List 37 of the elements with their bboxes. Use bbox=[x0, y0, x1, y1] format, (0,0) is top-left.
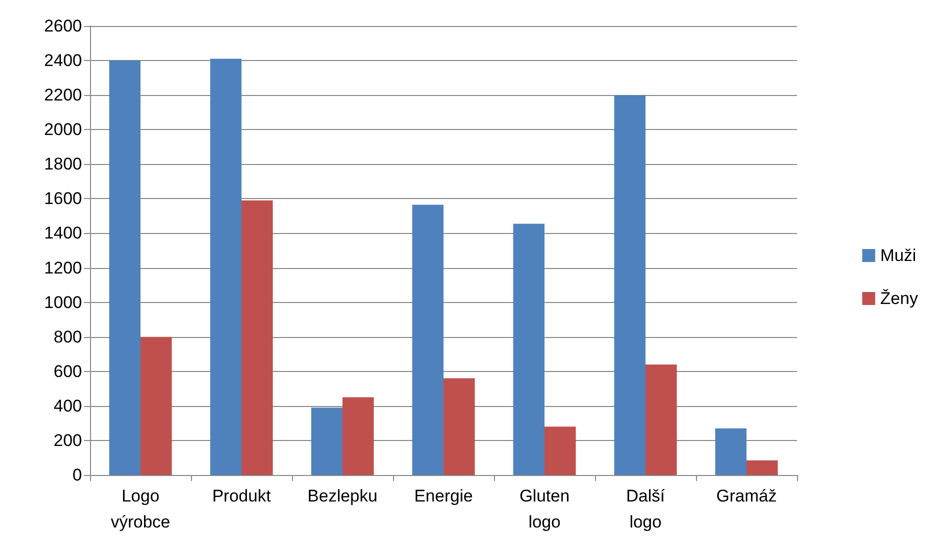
y-tick-label: 1400 bbox=[44, 224, 82, 243]
bar bbox=[412, 204, 444, 475]
legend-label: Ženy bbox=[880, 289, 918, 308]
bar bbox=[715, 428, 746, 475]
y-tick-label: 2600 bbox=[44, 16, 82, 36]
legend-label: Muži bbox=[880, 246, 916, 265]
bar bbox=[646, 364, 677, 475]
bar bbox=[342, 397, 374, 475]
y-tick-label: 2400 bbox=[44, 51, 82, 70]
bar bbox=[513, 224, 544, 475]
y-tick-label: 600 bbox=[54, 362, 82, 381]
bar bbox=[746, 460, 778, 475]
y-tick-label: 0 bbox=[72, 466, 82, 484]
y-tick-label: 2200 bbox=[44, 86, 82, 105]
x-tick-label: Energie bbox=[414, 486, 473, 506]
y-tick-label: 200 bbox=[54, 430, 82, 450]
bar bbox=[614, 95, 646, 475]
y-tick-label: 800 bbox=[54, 327, 82, 346]
x-tick-label: Gluten logo bbox=[519, 486, 570, 532]
y-tick-label: 1600 bbox=[44, 189, 82, 208]
bar bbox=[109, 60, 140, 475]
y-tick-label: 2000 bbox=[44, 120, 82, 140]
bar bbox=[210, 58, 242, 475]
y-tick-label: 1000 bbox=[44, 292, 82, 312]
y-tick-label: 1800 bbox=[44, 154, 82, 174]
x-tick-label: Gramáž bbox=[716, 486, 777, 506]
bar bbox=[544, 426, 576, 475]
bar bbox=[311, 408, 342, 475]
bar bbox=[242, 200, 273, 475]
x-tick-label: Logo výrobce bbox=[110, 486, 170, 532]
bar bbox=[140, 336, 172, 475]
y-tick-label: 400 bbox=[54, 396, 82, 416]
x-tick-label: Další logo bbox=[626, 486, 666, 532]
bar bbox=[444, 378, 475, 475]
x-tick-label: Produkt bbox=[212, 486, 272, 506]
x-tick-label: Bezlepku bbox=[308, 486, 378, 506]
y-tick-label: 1200 bbox=[44, 258, 82, 278]
